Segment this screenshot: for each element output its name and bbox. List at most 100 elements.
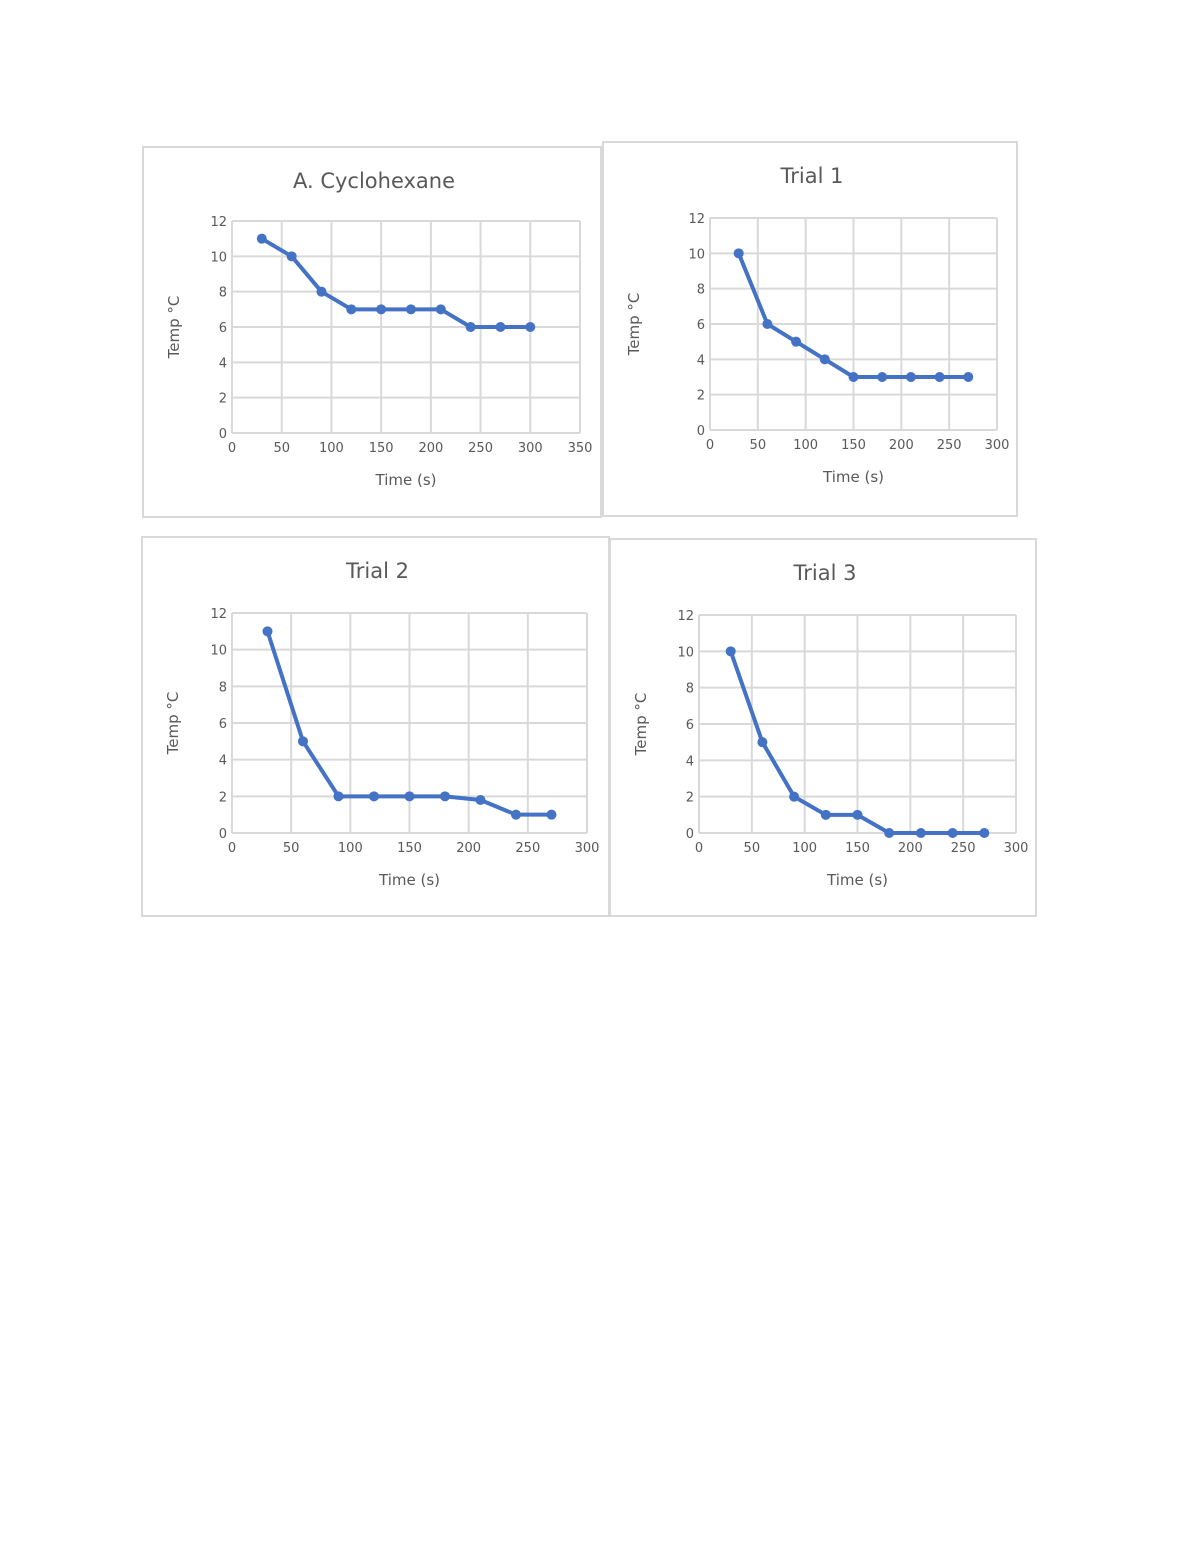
y-tick-label: 0 bbox=[697, 424, 705, 439]
y-tick-label: 8 bbox=[697, 283, 705, 298]
data-point bbox=[256, 233, 267, 244]
chart-panel-trial-2: 0 2 4 6 8 10 12 0 50 100 150 200 250 300 Trial 2 Time (… bbox=[141, 536, 610, 917]
data-point bbox=[733, 248, 744, 259]
x-tick-label: 200 bbox=[456, 841, 481, 856]
chart-svg-trial-1: 0 2 4 6 8 10 12 0 50 100 150 200 250 300 Trial 1 Time (… bbox=[625, 164, 1010, 486]
x-tick-label: 100 bbox=[319, 441, 344, 456]
chart-panel-trial-1: 0 2 4 6 8 10 12 0 50 100 150 200 250 300 Trial 1 Time (… bbox=[602, 141, 1018, 517]
y-tick-label: 12 bbox=[677, 609, 694, 624]
data-point bbox=[376, 304, 387, 315]
data-point bbox=[757, 737, 768, 748]
y-tick-label: 12 bbox=[210, 607, 227, 622]
x-tick-label: 0 bbox=[228, 441, 236, 456]
chart-panel-cyclohexane: 0 2 4 6 8 10 12 0 50 100 150 200 250 300 350 A. Cyclohe… bbox=[142, 146, 602, 518]
data-point bbox=[789, 791, 800, 802]
x-tick-label: 50 bbox=[273, 441, 290, 456]
y-tick-label: 0 bbox=[219, 427, 227, 442]
data-point bbox=[934, 372, 945, 382]
data-point bbox=[848, 372, 859, 382]
x-tick-label: 50 bbox=[744, 841, 761, 856]
data-point bbox=[915, 828, 926, 838]
chart-svg-trial-3: 0 2 4 6 8 10 12 0 50 100 150 200 250 300 Trial 3 Time (… bbox=[632, 561, 1029, 889]
chart-title: Trial 2 bbox=[345, 559, 409, 583]
x-tick-label: 150 bbox=[397, 841, 422, 856]
data-point bbox=[877, 372, 888, 382]
x-tick-label: 300 bbox=[1004, 841, 1029, 856]
x-axis-title: Time (s) bbox=[375, 471, 437, 489]
y-tick-label: 10 bbox=[688, 247, 705, 262]
x-tick-label: 0 bbox=[695, 841, 703, 856]
y-axis-title: Temp °C bbox=[632, 693, 650, 757]
data-point bbox=[762, 319, 773, 329]
data-point bbox=[440, 791, 450, 802]
y-tick-label: 10 bbox=[210, 250, 227, 265]
data-point bbox=[405, 304, 416, 315]
y-tick-label: 2 bbox=[686, 791, 694, 806]
chart-title: Trial 3 bbox=[793, 561, 857, 585]
x-axis-title: Time (s) bbox=[826, 871, 888, 889]
x-tick-label: 0 bbox=[706, 438, 714, 453]
x-tick-label: 150 bbox=[369, 441, 394, 456]
data-point bbox=[346, 304, 357, 315]
y-tick-label: 0 bbox=[686, 827, 694, 842]
data-point bbox=[852, 809, 863, 820]
y-tick-label: 12 bbox=[688, 212, 705, 227]
data-point bbox=[511, 809, 521, 820]
series-line bbox=[259, 236, 533, 329]
chart-title: Trial 1 bbox=[780, 164, 844, 188]
x-tick-label: 300 bbox=[518, 441, 543, 456]
data-point bbox=[286, 251, 297, 262]
data-point bbox=[298, 736, 308, 747]
chart-svg-cyclohexane: 0 2 4 6 8 10 12 0 50 100 150 200 250 300 350 A. Cyclohe… bbox=[165, 169, 593, 489]
x-tick-label: 350 bbox=[568, 441, 593, 456]
y-axis-title: Temp °C bbox=[625, 293, 643, 357]
x-tick-label: 50 bbox=[283, 841, 300, 856]
data-point bbox=[525, 322, 536, 332]
data-point bbox=[979, 828, 990, 838]
data-point bbox=[905, 372, 916, 382]
data-point bbox=[884, 828, 895, 838]
data-point bbox=[963, 372, 974, 382]
data-point bbox=[465, 322, 476, 332]
chart-svg-trial-2: 0 2 4 6 8 10 12 0 50 100 150 200 250 300 Trial 2 Time (… bbox=[164, 559, 600, 889]
y-tick-label: 2 bbox=[219, 790, 227, 805]
x-tick-label: 100 bbox=[793, 438, 818, 453]
data-point bbox=[316, 286, 327, 297]
x-tick-label: 150 bbox=[845, 841, 870, 856]
x-tick-label: 100 bbox=[338, 841, 363, 856]
x-tick-label: 100 bbox=[792, 841, 817, 856]
data-point bbox=[475, 795, 486, 805]
data-point bbox=[947, 828, 958, 838]
y-tick-label: 8 bbox=[219, 680, 227, 695]
y-tick-label: 4 bbox=[697, 353, 705, 368]
data-point bbox=[546, 809, 557, 820]
x-tick-label: 300 bbox=[985, 438, 1010, 453]
data-point bbox=[819, 354, 830, 365]
x-tick-label: 300 bbox=[575, 841, 600, 856]
y-tick-label: 2 bbox=[697, 389, 705, 404]
y-tick-label: 8 bbox=[686, 682, 694, 697]
data-point bbox=[333, 791, 344, 802]
y-tick-label: 4 bbox=[219, 356, 227, 371]
y-tick-label: 0 bbox=[219, 827, 227, 842]
x-tick-label: 0 bbox=[228, 841, 236, 856]
x-tick-label: 200 bbox=[889, 438, 914, 453]
x-axis-title: Time (s) bbox=[822, 468, 884, 486]
data-point bbox=[725, 646, 736, 657]
data-point bbox=[435, 304, 446, 315]
y-tick-label: 6 bbox=[697, 318, 705, 333]
y-tick-label: 8 bbox=[219, 286, 227, 301]
y-tick-label: 6 bbox=[686, 718, 694, 733]
x-tick-label: 250 bbox=[951, 841, 976, 856]
y-tick-label: 6 bbox=[219, 321, 227, 336]
x-tick-label: 250 bbox=[468, 441, 493, 456]
y-axis-title: Temp °C bbox=[165, 296, 183, 360]
data-point bbox=[495, 322, 506, 332]
chart-panel-trial-3: 0 2 4 6 8 10 12 0 50 100 150 200 250 300 Trial 3 Time (… bbox=[609, 538, 1037, 917]
data-point bbox=[404, 791, 415, 802]
chart-title: A. Cyclohexane bbox=[293, 169, 455, 193]
y-tick-label: 10 bbox=[677, 645, 694, 660]
data-point bbox=[262, 626, 273, 637]
x-tick-label: 150 bbox=[841, 438, 866, 453]
x-tick-label: 250 bbox=[515, 841, 540, 856]
